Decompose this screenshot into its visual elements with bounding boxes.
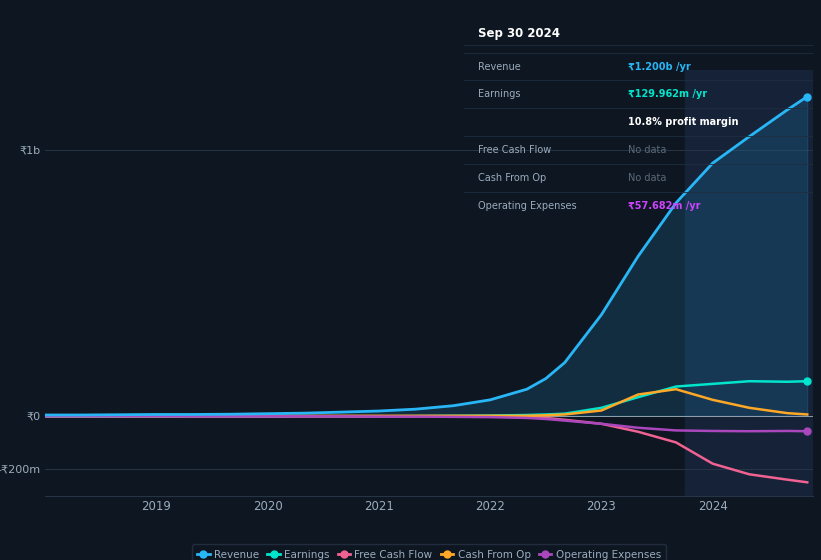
Legend: Revenue, Earnings, Free Cash Flow, Cash From Op, Operating Expenses: Revenue, Earnings, Free Cash Flow, Cash … <box>192 544 666 560</box>
Text: ₹129.962m /yr: ₹129.962m /yr <box>628 90 707 99</box>
Text: ₹57.682m /yr: ₹57.682m /yr <box>628 200 700 211</box>
Text: ₹1.200b /yr: ₹1.200b /yr <box>628 62 690 72</box>
Text: Earnings: Earnings <box>478 90 521 99</box>
Text: Cash From Op: Cash From Op <box>478 173 546 183</box>
Text: No data: No data <box>628 173 666 183</box>
Bar <box>685 70 813 496</box>
Text: Operating Expenses: Operating Expenses <box>478 200 576 211</box>
Text: 10.8% profit margin: 10.8% profit margin <box>628 117 738 127</box>
Text: Revenue: Revenue <box>478 62 521 72</box>
Text: No data: No data <box>628 145 666 155</box>
Text: Sep 30 2024: Sep 30 2024 <box>478 27 560 40</box>
Text: Free Cash Flow: Free Cash Flow <box>478 145 551 155</box>
